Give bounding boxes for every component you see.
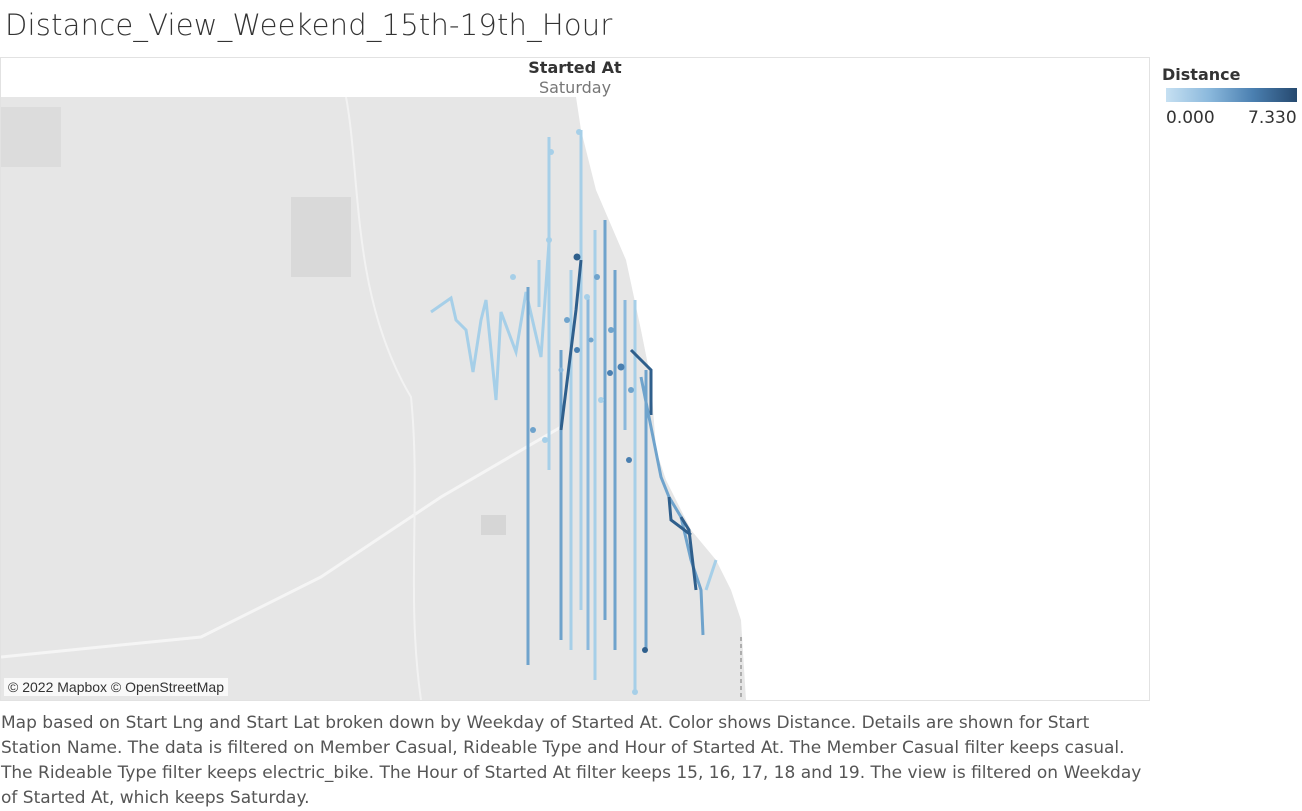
header-label: Started At [528, 58, 622, 77]
station [564, 317, 570, 323]
station [598, 397, 604, 403]
map [1, 97, 1149, 700]
river [345, 97, 422, 700]
station [530, 427, 536, 433]
station [584, 294, 590, 300]
station [642, 647, 648, 653]
route [667, 496, 692, 537]
station [632, 689, 638, 695]
station [608, 327, 614, 333]
station [594, 274, 600, 280]
caption: Map based on Start Lng and Start Lat bro… [1, 713, 1142, 808]
route [559, 259, 583, 431]
station [588, 337, 594, 343]
legend-title: Distance [1162, 65, 1241, 84]
station [576, 129, 582, 135]
station [628, 387, 634, 393]
legend-gradient [1166, 88, 1297, 102]
map-panel [0, 57, 1150, 701]
route [430, 241, 551, 401]
legend-max: 7.330 [1248, 108, 1297, 128]
attribution: © 2022 Mapbox © OpenStreetMap [4, 678, 228, 696]
title: Distance_View_Weekend_15th-19th_Hour [5, 8, 613, 42]
stations [510, 129, 648, 695]
station [548, 149, 554, 155]
park [481, 515, 506, 535]
station [546, 237, 552, 243]
station [607, 370, 613, 376]
road [1, 425, 562, 659]
route [704, 559, 718, 591]
park [291, 197, 351, 277]
station [573, 253, 581, 261]
route [679, 516, 698, 591]
station [574, 347, 580, 353]
station [542, 437, 548, 443]
park [1, 107, 61, 167]
legend-min: 0.000 [1166, 108, 1215, 128]
station [510, 274, 516, 280]
header-value: Saturday [538, 78, 612, 97]
lake [576, 97, 1149, 700]
station [558, 367, 564, 373]
routes [430, 130, 718, 690]
route [629, 348, 653, 415]
station [617, 363, 625, 371]
station [626, 457, 632, 463]
